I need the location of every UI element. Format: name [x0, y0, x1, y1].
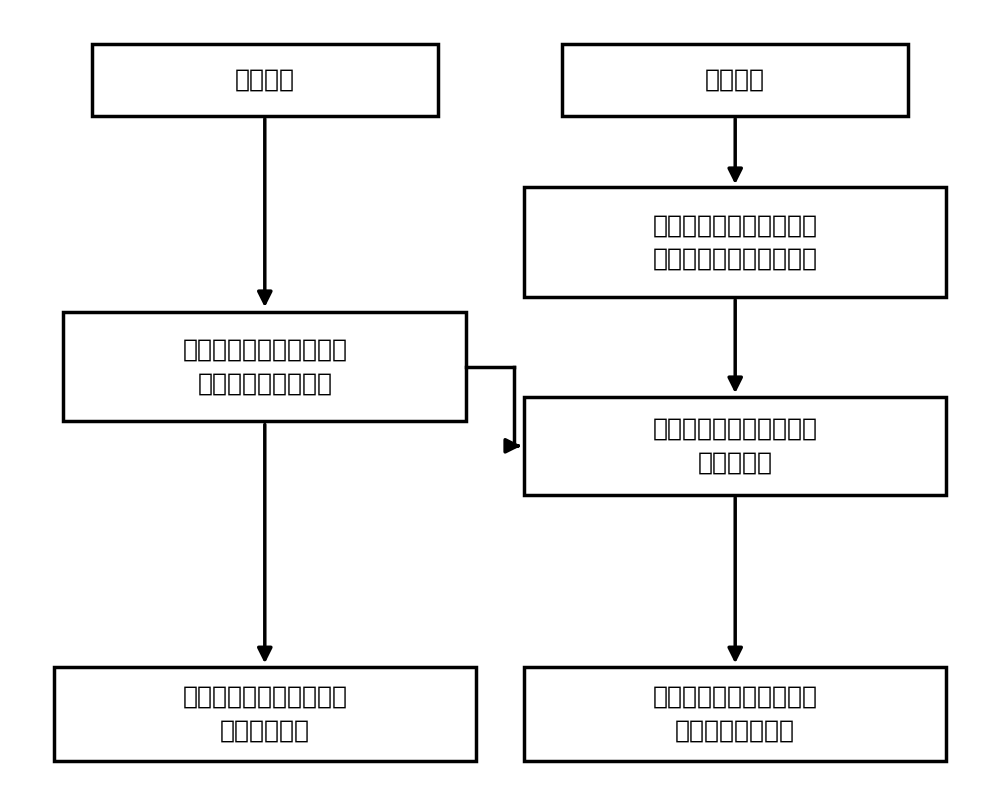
Bar: [92, 44, 438, 116]
Bar: [524, 397, 946, 495]
Text: 参考信号: 参考信号: [705, 68, 765, 92]
Bar: [54, 667, 476, 761]
Bar: [562, 44, 908, 116]
Bar: [524, 187, 946, 297]
Text: 提取特定频率的差分幅值
和相位作为特征值: 提取特定频率的差分幅值 和相位作为特征值: [653, 685, 818, 743]
Text: 提取特定频率的幅值和相
位作为特征值: 提取特定频率的幅值和相 位作为特征值: [182, 685, 347, 743]
Text: 经快速傅里叶变换得到频
域的参考幅值和相位信号: 经快速傅里叶变换得到频 域的参考幅值和相位信号: [653, 213, 818, 271]
Bar: [63, 312, 466, 421]
Text: 经快速傅里叶变换得到频
域的幅值和相位信号: 经快速傅里叶变换得到频 域的幅值和相位信号: [182, 338, 347, 395]
Bar: [524, 667, 946, 761]
Text: 相减得到频域的差分幅值
和相位信号: 相减得到频域的差分幅值 和相位信号: [653, 417, 818, 475]
Text: 温度信号: 温度信号: [235, 68, 295, 92]
